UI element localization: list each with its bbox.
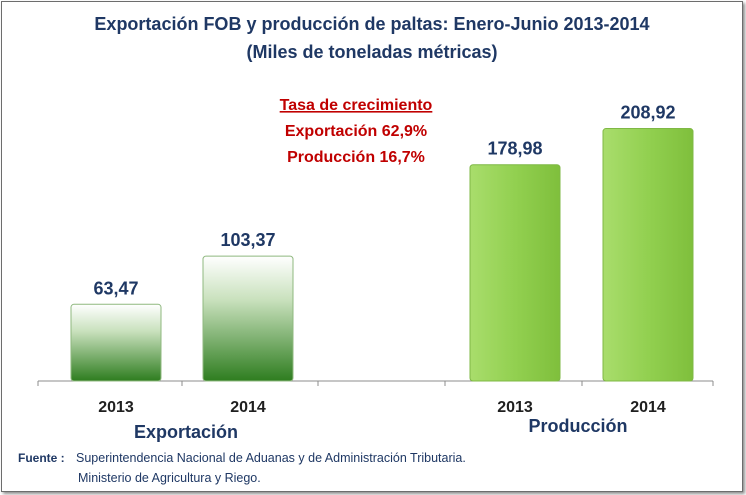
chart-title: Exportación FOB y producción de paltas: … bbox=[94, 14, 649, 34]
bar-produccion-2013 bbox=[469, 164, 561, 382]
data-label-exportacion-2014: 103,37 bbox=[220, 230, 275, 250]
growth-production: Producción 16,7% bbox=[287, 149, 425, 166]
growth-export: Exportación 62,9% bbox=[285, 123, 427, 140]
growth-heading: Tasa de crecimiento bbox=[280, 97, 433, 114]
chart-marks: 63,47 2013 103,37 2014 178,98 2013 208,92 2014 bbox=[37, 103, 714, 416]
group-label-exportacion: Exportación bbox=[134, 422, 238, 442]
data-label-produccion-2013: 178,98 bbox=[487, 139, 542, 159]
tick-label-exportacion-2013: 2013 bbox=[98, 399, 134, 416]
chart-subtitle: (Miles de toneladas métricas) bbox=[246, 42, 497, 62]
bar-exportacion-2013 bbox=[70, 303, 162, 382]
tick-label-produccion-2013: 2013 bbox=[497, 399, 533, 416]
source-label: Fuente : bbox=[18, 451, 65, 465]
bar-exportacion-2014 bbox=[202, 255, 294, 382]
bar-produccion-2014 bbox=[602, 128, 694, 382]
group-label-produccion: Producción bbox=[528, 416, 627, 436]
tick-label-exportacion-2014: 2014 bbox=[230, 399, 266, 416]
data-label-produccion-2014: 208,92 bbox=[620, 103, 675, 123]
source-line-1: Superintendencia Nacional de Aduanas y d… bbox=[76, 451, 466, 465]
source-line-2: Ministerio de Agricultura y Riego. bbox=[78, 471, 261, 485]
tick-label-produccion-2014: 2014 bbox=[630, 399, 666, 416]
data-label-exportacion-2013: 63,47 bbox=[93, 278, 138, 298]
